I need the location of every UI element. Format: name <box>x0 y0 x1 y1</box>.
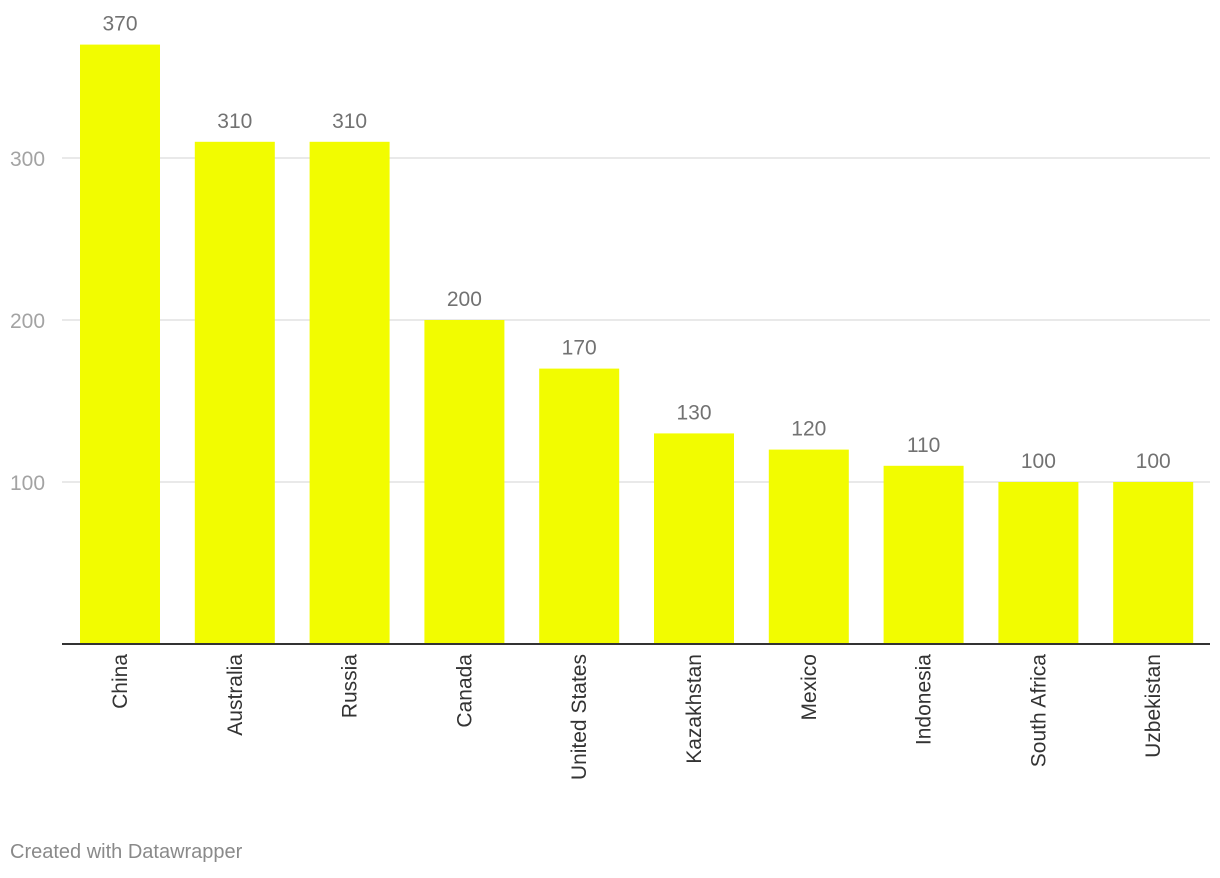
category-label-canada: Canada <box>453 654 476 728</box>
bar-russia <box>309 141 390 645</box>
y-tick-label-300: 300 <box>10 148 45 171</box>
value-label-south-africa: 100 <box>1021 450 1056 473</box>
value-label-china: 370 <box>102 13 137 36</box>
bar-australia <box>194 141 275 645</box>
category-label-kazakhstan: Kazakhstan <box>683 654 706 764</box>
value-label-australia: 310 <box>217 110 252 133</box>
category-label-mexico: Mexico <box>798 654 821 721</box>
datawrapper-credit[interactable]: Created with Datawrapper <box>10 841 243 863</box>
x-axis-category-labels: China Australia Russia Canada United States K… <box>109 654 1165 780</box>
y-tick-label-100: 100 <box>10 472 45 495</box>
value-label-russia: 310 <box>332 110 367 133</box>
category-label-china: China <box>109 654 132 709</box>
value-labels: 370 310 310 200 170 130 120 110 100 100 <box>102 13 1170 473</box>
bar-canada <box>424 320 505 644</box>
value-label-canada: 200 <box>447 288 482 311</box>
bar-mexico <box>768 449 849 644</box>
bar-united-states <box>539 368 620 644</box>
category-label-south-africa: South Africa <box>1027 654 1050 768</box>
y-tick-label-200: 200 <box>10 310 45 333</box>
y-axis-tick-labels: 100 200 300 <box>10 148 45 495</box>
value-label-kazakhstan: 130 <box>676 401 711 424</box>
bar-china <box>80 44 160 645</box>
bar-indonesia <box>883 465 964 644</box>
bar-south-africa <box>998 482 1079 644</box>
value-label-united-states: 170 <box>562 337 597 360</box>
category-label-russia: Russia <box>339 654 362 719</box>
value-label-indonesia: 110 <box>907 434 940 457</box>
category-label-united-states: United States <box>568 654 591 780</box>
value-label-uzbekistan: 100 <box>1136 450 1171 473</box>
bar-uzbekistan <box>1113 482 1194 644</box>
value-label-mexico: 120 <box>791 418 826 441</box>
category-label-uzbekistan: Uzbekistan <box>1142 654 1165 758</box>
bar-kazakhstan <box>654 433 734 644</box>
category-label-indonesia: Indonesia <box>913 654 936 745</box>
bars <box>80 44 1194 645</box>
category-label-australia: Australia <box>224 654 247 736</box>
